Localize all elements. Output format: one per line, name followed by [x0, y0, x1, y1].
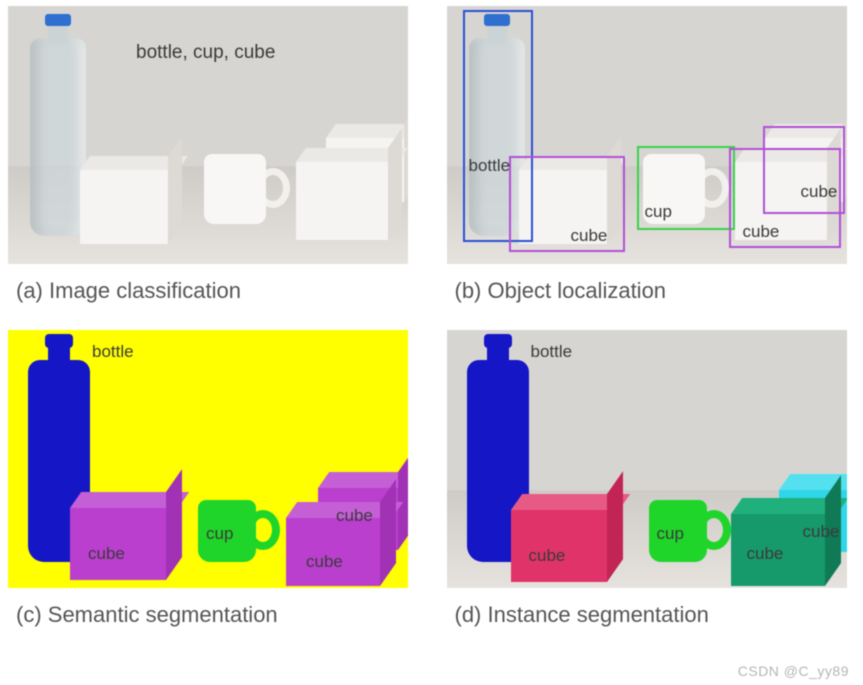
- panel-d-caption: (d) Instance segmentation: [447, 588, 856, 650]
- panel-b-caption: (b) Object localization: [447, 264, 856, 326]
- bbox-label-cup: cup: [645, 202, 672, 222]
- seg-label-bottle: bottle: [92, 342, 134, 362]
- cube-object: [296, 162, 388, 240]
- watermark: CSDN @C_yy89: [738, 663, 849, 679]
- panel-c: bottle cube cup cube cube (c) Semantic s…: [8, 330, 417, 650]
- panel-a: bottle, cup, cube (a) Image classificati…: [8, 6, 417, 326]
- panel-b: bottle cube cup cube cube (b) Object loc…: [447, 6, 856, 326]
- bbox-label-cube: cube: [571, 226, 608, 246]
- seg-label-cup: cup: [657, 524, 684, 544]
- seg-label-cup: cup: [206, 524, 233, 544]
- bbox-label-cube: cube: [743, 222, 780, 242]
- panel-d-image: bottle cube cup cube cube: [447, 330, 847, 588]
- seg-label-cube: cube: [88, 544, 125, 564]
- panel-c-caption: (c) Semantic segmentation: [8, 588, 417, 650]
- bottle-cap: [45, 14, 71, 26]
- classification-label: bottle, cup, cube: [136, 42, 275, 64]
- seg-label-cube: cube: [803, 522, 840, 542]
- seg-label-cube: cube: [306, 552, 343, 572]
- panel-b-image: bottle cube cup cube cube: [447, 6, 847, 264]
- seg-label-cube: cube: [747, 544, 784, 564]
- panel-c-image: bottle cube cup cube cube: [8, 330, 408, 588]
- panel-d: bottle cube cup cube cube (d) Instance s…: [447, 330, 856, 650]
- bbox-label-bottle: bottle: [469, 156, 511, 176]
- bbox-label-cube: cube: [801, 182, 838, 202]
- panel-a-image: bottle, cup, cube: [8, 6, 408, 264]
- figure-grid: bottle, cup, cube (a) Image classificati…: [0, 0, 863, 650]
- panel-a-caption: (a) Image classification: [8, 264, 417, 326]
- seg-label-cube: cube: [529, 546, 566, 566]
- seg-label-bottle: bottle: [531, 342, 573, 362]
- mug-object: [204, 154, 266, 224]
- cube-object: [80, 170, 168, 244]
- seg-label-cube: cube: [336, 506, 373, 526]
- bottle-object: [30, 14, 86, 236]
